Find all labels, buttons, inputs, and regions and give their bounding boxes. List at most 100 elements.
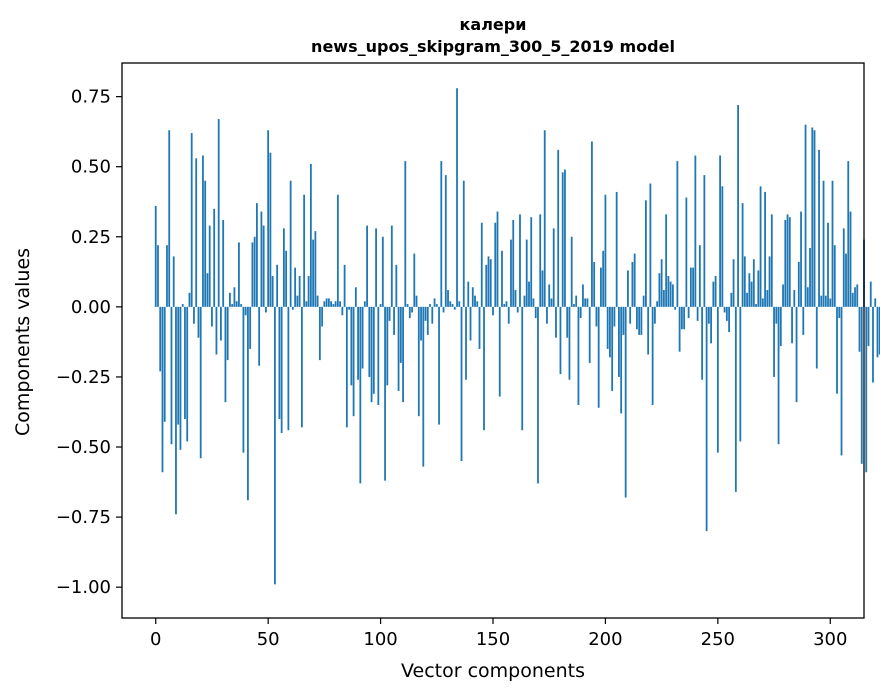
bar	[408, 306, 411, 319]
bar	[829, 298, 832, 307]
bar	[561, 172, 564, 307]
bar	[629, 306, 632, 324]
bar	[478, 306, 481, 349]
bar	[701, 306, 704, 380]
bar	[640, 306, 643, 335]
bar	[458, 301, 461, 307]
bar	[624, 306, 627, 498]
bar	[721, 186, 724, 307]
bar	[582, 284, 584, 307]
y-tick-label: 0.25	[71, 227, 111, 248]
bar	[229, 292, 231, 307]
bar	[474, 295, 476, 307]
bar	[739, 306, 742, 442]
bar	[674, 306, 677, 310]
bar	[550, 298, 553, 307]
bar	[539, 214, 542, 307]
bar	[312, 239, 315, 307]
bar	[489, 259, 492, 307]
bar	[208, 225, 211, 307]
bar	[600, 267, 602, 307]
bar	[442, 306, 445, 313]
bar	[193, 306, 195, 324]
bar	[595, 306, 598, 327]
bars-group	[154, 88, 880, 585]
bar	[343, 264, 346, 307]
bar	[390, 225, 393, 307]
bar	[197, 306, 200, 338]
bar	[845, 253, 847, 307]
bar	[662, 290, 665, 307]
bar	[296, 295, 299, 307]
bar	[707, 306, 710, 324]
bar	[260, 211, 263, 307]
bar	[822, 180, 825, 307]
bar	[570, 236, 573, 307]
bar	[265, 306, 267, 313]
bar	[800, 211, 802, 307]
bar	[181, 304, 184, 307]
bar	[413, 253, 416, 307]
bar	[854, 287, 856, 307]
bar	[440, 161, 443, 307]
bar	[737, 105, 739, 307]
bar	[532, 298, 535, 307]
bar	[384, 306, 386, 481]
bar	[514, 290, 517, 307]
bar	[379, 304, 382, 307]
bar	[579, 306, 582, 319]
bar	[546, 306, 548, 324]
bar	[222, 219, 225, 307]
bar	[318, 306, 321, 361]
bar	[537, 306, 539, 484]
bar	[238, 242, 240, 307]
bar	[573, 304, 575, 307]
bar	[633, 253, 636, 307]
bar	[363, 301, 366, 307]
bar	[280, 306, 283, 433]
bar	[847, 161, 850, 307]
bar	[247, 306, 249, 501]
x-tick-label: 200	[588, 629, 622, 650]
bar	[777, 306, 780, 445]
bar	[206, 273, 209, 307]
bar	[786, 214, 789, 307]
bar	[732, 259, 735, 307]
bar	[750, 281, 753, 307]
bar	[411, 306, 413, 313]
bar	[842, 228, 845, 307]
bar	[804, 124, 807, 307]
bar	[586, 298, 589, 307]
bar	[217, 119, 220, 307]
bar	[669, 281, 672, 307]
x-tick-label: 300	[813, 629, 847, 650]
bar	[294, 267, 297, 307]
bar	[451, 304, 454, 307]
y-tick-label: 0.50	[71, 157, 111, 178]
bar	[188, 292, 191, 307]
bar	[256, 203, 258, 307]
bar	[743, 256, 746, 307]
bar	[386, 306, 389, 386]
bar	[627, 270, 629, 307]
bar	[788, 217, 791, 307]
bar	[240, 304, 243, 307]
bar	[613, 306, 616, 327]
bar	[833, 245, 836, 307]
bar	[575, 295, 578, 307]
bar	[325, 298, 328, 307]
bar	[698, 245, 701, 307]
bar	[285, 250, 288, 307]
bar	[642, 295, 645, 307]
bar	[242, 306, 245, 453]
bar	[577, 306, 580, 405]
bar	[368, 306, 371, 377]
bar	[449, 301, 452, 307]
bar	[559, 306, 562, 375]
bar	[775, 306, 778, 324]
bar	[487, 256, 490, 307]
bar	[696, 306, 699, 321]
bar	[525, 239, 528, 307]
bar	[456, 88, 458, 307]
